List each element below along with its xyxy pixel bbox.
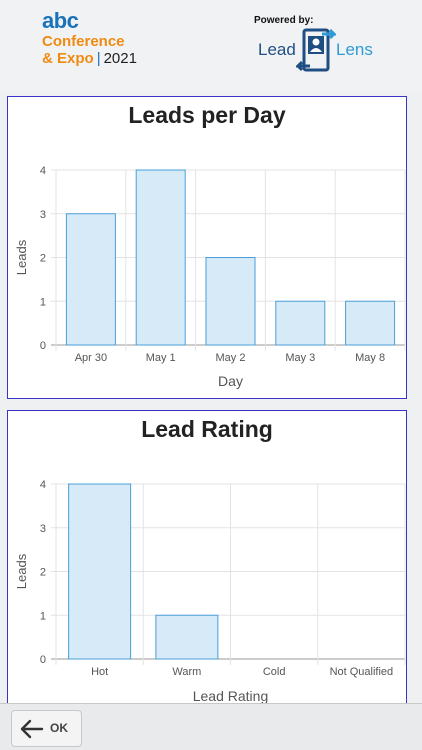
y-tick-label: 3	[40, 523, 46, 535]
x-tick-label: Hot	[91, 666, 108, 678]
y-tick-label: 3	[40, 209, 46, 221]
brand-lens: Lens	[336, 40, 373, 59]
x-tick-label: Warm	[172, 666, 201, 678]
y-axis-title: Leads	[14, 239, 29, 275]
y-axis-title: Leads	[14, 553, 29, 589]
logo-line2: & Expo	[42, 50, 94, 67]
footer-bar: OK	[0, 703, 422, 750]
bar	[135, 169, 186, 346]
lead-rating-card: Lead Rating 0 1 2 3 4 Hot Warm Cold Not Qualifie…	[7, 410, 407, 710]
leads-per-day-chart: 0 1 2 3 4 Apr 30 May 1 May 2 May 3 May 8 Day Leads	[14, 165, 406, 389]
y-tick-label: 1	[40, 296, 46, 308]
bar	[205, 257, 256, 346]
logo-separator: |	[96, 50, 101, 67]
ok-back-button[interactable]: OK	[11, 710, 82, 747]
y-tick-label: 2	[40, 253, 46, 265]
y-tick-label: 2	[40, 567, 46, 579]
x-tick-label: May 1	[146, 352, 176, 364]
leadlens-logo: Lead Lens	[258, 28, 388, 72]
x-axis-title: Lead Rating	[193, 688, 269, 704]
y-tick-label: 0	[40, 340, 46, 352]
bar	[275, 300, 326, 346]
x-axis-title: Day	[218, 373, 243, 389]
bar	[65, 213, 116, 346]
x-tick-label: May 8	[355, 352, 385, 364]
x-tick-label: May 2	[216, 352, 246, 364]
arrow-left-icon	[20, 719, 44, 739]
leadlens-icon	[296, 28, 336, 72]
logo-line2-row: & Expo | 2021	[42, 51, 137, 67]
leads-per-day-title: Leads per Day	[128, 102, 286, 128]
x-tick-label: Cold	[263, 666, 286, 678]
logo-line1: Conference	[42, 33, 125, 50]
powered-by-label: Powered by:	[254, 15, 314, 26]
logo-year: 2021	[103, 50, 137, 67]
bar	[155, 614, 219, 660]
ok-label: OK	[50, 721, 68, 735]
logo-abc: abc	[42, 8, 79, 33]
y-tick-label: 0	[40, 654, 46, 666]
lead-rating-title: Lead Rating	[141, 416, 273, 442]
conference-logo: abc Conference & Expo | 2021	[42, 10, 182, 70]
brand-lead: Lead	[258, 40, 296, 59]
y-tick-label: 4	[40, 165, 46, 177]
x-tick-label: Apr 30	[75, 352, 107, 364]
x-tick-label: May 3	[285, 352, 315, 364]
lead-rating-chart: 0 1 2 3 4 Hot Warm Cold Not Qualified Lead Rating…	[14, 479, 406, 704]
x-tick-label: Not Qualified	[330, 666, 394, 678]
bar	[345, 300, 396, 346]
header: abc Conference & Expo | 2021 Powered by: L…	[0, 0, 422, 92]
y-tick-label: 1	[40, 610, 46, 622]
y-tick-label: 4	[40, 479, 46, 491]
bar	[68, 483, 132, 660]
leads-per-day-card: Leads per Day 0 1 2 3 4 Apr 30 May 1 May 2 May 3…	[7, 96, 407, 399]
